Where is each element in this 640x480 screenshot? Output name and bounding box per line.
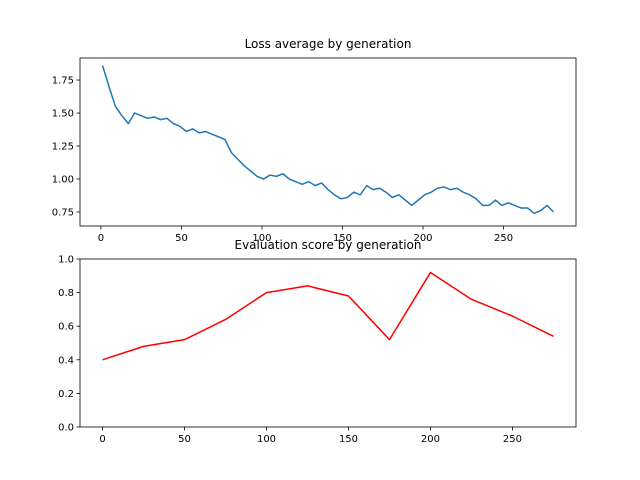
x-tick-label: 0 (99, 434, 105, 445)
x-tick-label: 50 (178, 434, 191, 445)
x-tick-label: 200 (421, 434, 440, 445)
line-series (101, 65, 554, 215)
x-tick-label: 50 (175, 233, 188, 244)
y-tick-label: 0.0 (58, 423, 74, 434)
y-tick-label: 1.75 (52, 76, 74, 87)
x-tick-label: 100 (257, 434, 276, 445)
y-tick-label: 1.0 (58, 255, 74, 266)
y-tick-label: 1.50 (52, 109, 74, 120)
chart-title: Evaluation score by generation (235, 238, 422, 252)
x-tick-label: 100 (252, 233, 271, 244)
y-tick-label: 1.25 (52, 142, 74, 153)
x-tick-label: 250 (503, 434, 522, 445)
x-tick-label: 150 (339, 434, 358, 445)
x-tick-label: 0 (98, 233, 104, 244)
line-series (102, 271, 554, 361)
axes-frame (79, 57, 577, 227)
y-tick-label: 0.75 (52, 208, 74, 219)
y-tick-label: 0.4 (58, 355, 74, 366)
x-tick-label: 200 (413, 233, 432, 244)
y-tick-label: 0.8 (58, 288, 74, 299)
chart-title: Loss average by generation (245, 37, 412, 51)
y-tick-label: 0.6 (58, 322, 74, 333)
y-tick-label: 1.00 (52, 175, 74, 186)
y-tick-label: 0.2 (58, 389, 74, 400)
x-tick-label: 150 (333, 233, 352, 244)
x-tick-label: 250 (494, 233, 513, 244)
axes-frame (79, 258, 577, 428)
